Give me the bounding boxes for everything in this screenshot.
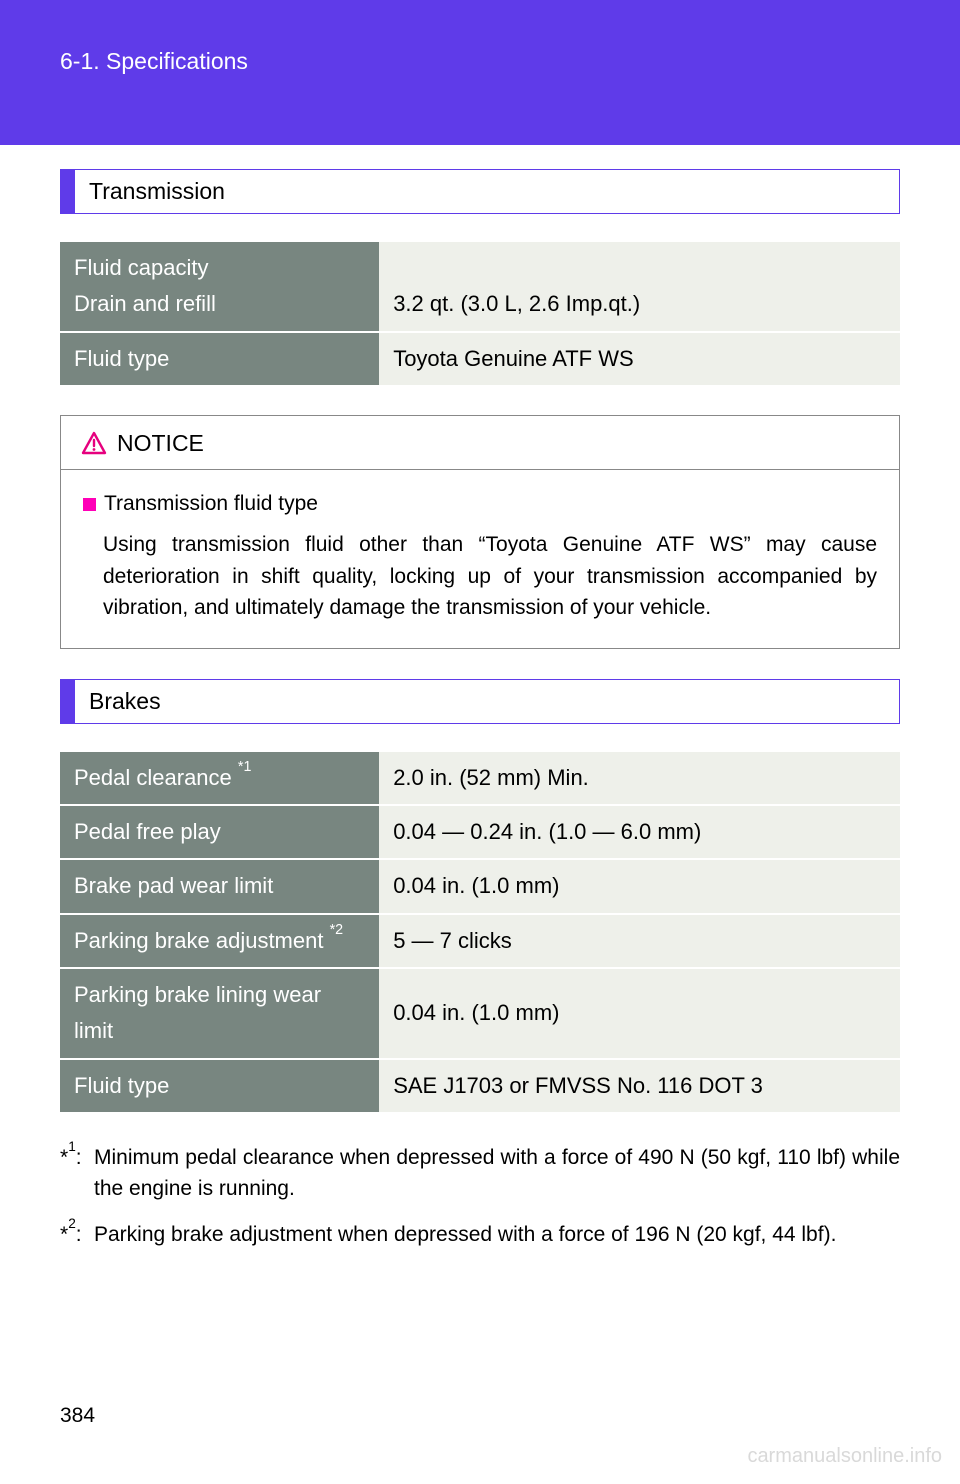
table-row: Fluid type Toyota Genuine ATF WS xyxy=(60,332,900,386)
spec-value: Toyota Genuine ATF WS xyxy=(379,332,900,386)
section-heading-transmission: Transmission xyxy=(60,169,900,214)
spec-label: Pedal clearance *1 xyxy=(60,752,379,805)
notice-subheading: Transmission fluid type xyxy=(83,488,877,520)
footnote: *1: Minimum pedal clearance when depress… xyxy=(60,1142,900,1205)
table-row: Parking brake lining wear limit 0.04 in.… xyxy=(60,968,900,1059)
footnote-sep: : xyxy=(76,1146,82,1169)
spec-value: SAE J1703 or FMVSS No. 116 DOT 3 xyxy=(379,1059,900,1113)
spec-value: 0.04 in. (1.0 mm) xyxy=(379,968,900,1059)
spec-label-text: Parking brake adjustment xyxy=(74,928,330,953)
section-bar xyxy=(61,170,75,213)
footnote-text: Parking brake adjustment when depressed … xyxy=(94,1219,900,1251)
section-bar xyxy=(61,680,75,723)
spec-value: 0.04 in. (1.0 mm) xyxy=(379,859,900,913)
spec-label: Brake pad wear limit xyxy=(60,859,379,913)
footnote-marker: *2: xyxy=(60,1219,94,1251)
section-heading-text: Brakes xyxy=(75,680,161,723)
notice-box: NOTICE Transmission fluid type Using tra… xyxy=(60,415,900,649)
table-row: Pedal clearance *1 2.0 in. (52 mm) Min. xyxy=(60,752,900,805)
page-number: 384 xyxy=(60,1404,95,1428)
section-heading-brakes: Brakes xyxy=(60,679,900,724)
spec-value: 3.2 qt. (3.0 L, 2.6 Imp.qt.) xyxy=(379,242,900,332)
spec-value: 2.0 in. (52 mm) Min. xyxy=(379,752,900,805)
alert-triangle-icon xyxy=(81,431,107,455)
table-row: Brake pad wear limit 0.04 in. (1.0 mm) xyxy=(60,859,900,913)
watermark: carmanualsonline.info xyxy=(747,1445,942,1468)
notice-subtitle: Transmission fluid type xyxy=(104,488,318,520)
notice-header: NOTICE xyxy=(61,416,899,470)
notice-body: Transmission fluid type Using transmissi… xyxy=(61,470,899,648)
spec-label: Parking brake adjustment *2 xyxy=(60,914,379,968)
page-content: Transmission Fluid capacity Drain and re… xyxy=(0,145,960,1250)
footnote: *2: Parking brake adjustment when depres… xyxy=(60,1219,900,1251)
footnote-text: Minimum pedal clearance when depressed w… xyxy=(94,1142,900,1205)
header-title: 6-1. Specifications xyxy=(60,48,960,75)
table-row: Pedal free play 0.04 — 0.24 in. (1.0 — 6… xyxy=(60,805,900,859)
spec-label: Fluid type xyxy=(60,1059,379,1113)
table-row: Fluid capacity Drain and refill 3.2 qt. … xyxy=(60,242,900,332)
brakes-table: Pedal clearance *1 2.0 in. (52 mm) Min. … xyxy=(60,752,900,1114)
spec-label: Fluid type xyxy=(60,332,379,386)
spec-label: Fluid capacity Drain and refill xyxy=(60,242,379,332)
notice-title: NOTICE xyxy=(117,430,204,457)
spec-value: 0.04 — 0.24 in. (1.0 — 6.0 mm) xyxy=(379,805,900,859)
table-row: Fluid type SAE J1703 or FMVSS No. 116 DO… xyxy=(60,1059,900,1113)
spec-value: 5 — 7 clicks xyxy=(379,914,900,968)
spec-label: Parking brake lining wear limit xyxy=(60,968,379,1059)
section-heading-text: Transmission xyxy=(75,170,225,213)
spec-label: Pedal free play xyxy=(60,805,379,859)
square-bullet-icon xyxy=(83,498,96,511)
page-header: 6-1. Specifications xyxy=(0,0,960,145)
spec-label-text: Pedal clearance xyxy=(74,765,238,790)
spec-label-sup: *2 xyxy=(330,922,344,938)
footnotes: *1: Minimum pedal clearance when depress… xyxy=(60,1142,900,1251)
footnote-sep: : xyxy=(76,1223,82,1246)
footnote-marker: *1: xyxy=(60,1142,94,1205)
spec-label-sup: *1 xyxy=(238,759,252,775)
transmission-table: Fluid capacity Drain and refill 3.2 qt. … xyxy=(60,242,900,387)
table-row: Parking brake adjustment *2 5 — 7 clicks xyxy=(60,914,900,968)
notice-text: Using transmission fluid other than “Toy… xyxy=(83,529,877,624)
